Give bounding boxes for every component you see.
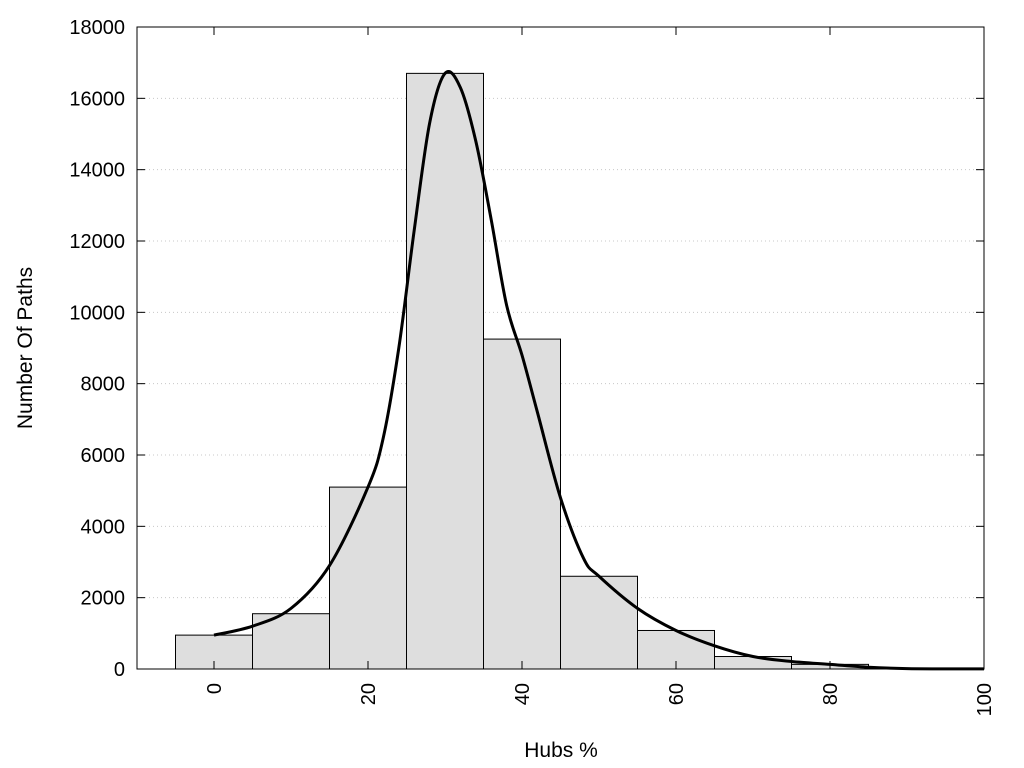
y-tick-label: 2000 bbox=[81, 588, 126, 610]
plot-frame bbox=[136, 26, 985, 670]
x-tick-label: 0 bbox=[204, 683, 226, 694]
histogram-bar-5 bbox=[560, 575, 638, 670]
y-tick-label: 6000 bbox=[81, 445, 126, 467]
x-tick-label: 20 bbox=[358, 683, 380, 705]
x-axis-label: Hubs % bbox=[524, 739, 598, 762]
y-tick-label: 12000 bbox=[69, 231, 125, 253]
y-tick-label: 16000 bbox=[69, 88, 125, 110]
x-tick-label: 100 bbox=[974, 683, 996, 716]
histogram-bar-2 bbox=[329, 486, 407, 670]
y-tick-label: 8000 bbox=[81, 374, 126, 396]
x-axis-tick-labels: 0 20 40 60 80 100 bbox=[204, 683, 996, 716]
y-tick-label: 14000 bbox=[69, 160, 125, 182]
y-tick-label: 10000 bbox=[69, 302, 125, 324]
y-tick-label: 0 bbox=[114, 659, 125, 681]
density-curve-line bbox=[213, 70, 985, 671]
x-tick-label: 60 bbox=[666, 683, 688, 705]
y-axis-label: Number Of Paths bbox=[14, 267, 37, 429]
histogram-bar-7 bbox=[714, 656, 792, 670]
y-axis-tick-labels: 0 2000 4000 6000 8000 10000 12000 14000 16000 180… bbox=[69, 17, 125, 681]
x-tick-label: 40 bbox=[512, 683, 534, 705]
y-tick-label: 4000 bbox=[81, 516, 126, 538]
axis-ticks bbox=[137, 26, 985, 670]
histogram-bar-3 bbox=[406, 72, 484, 670]
histogram-bars bbox=[175, 72, 985, 670]
histogram-bar-4 bbox=[483, 338, 561, 670]
x-tick-label: 80 bbox=[820, 683, 842, 705]
y-tick-label: 18000 bbox=[69, 17, 125, 39]
